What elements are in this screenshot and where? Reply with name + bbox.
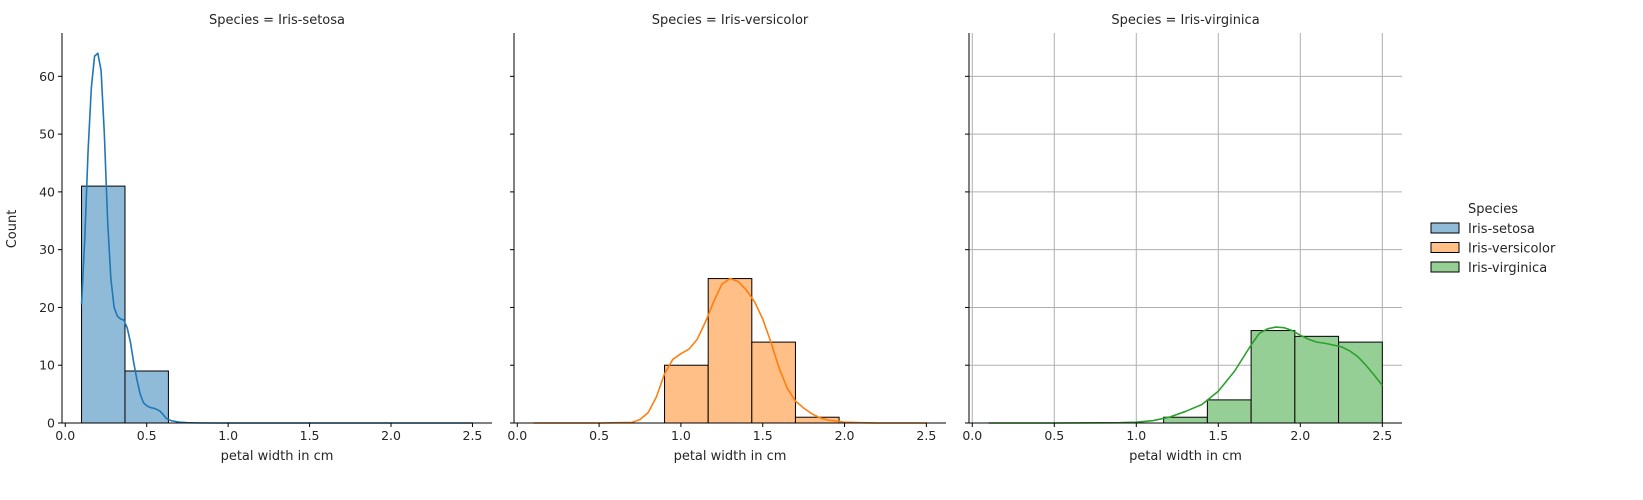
histogram-bar (1206, 399, 1252, 424)
legend-title: Species (1468, 202, 1518, 217)
x-tick-label: 1.0 (218, 428, 238, 443)
legend-entry: Iris-virginica (1468, 261, 1547, 276)
x-axis-label: petal width in cm (1129, 449, 1242, 464)
x-tick-label: 0.0 (507, 428, 527, 443)
x-tick-label: 2.5 (1372, 428, 1392, 443)
x-tick-label: 0.5 (589, 428, 609, 443)
x-tick-label: 2.0 (381, 428, 401, 443)
facet-title: Species = Iris-setosa (209, 13, 345, 28)
y-tick-label: 40 (39, 184, 55, 199)
kde-line (80, 52, 473, 424)
histogram-bar (1338, 341, 1383, 424)
x-tick-label: 0.5 (1044, 428, 1064, 443)
histogram-bar (1163, 416, 1208, 424)
facet-panels: 0.0 0.5 1.0 1.5 2.0 2.5 0 10 20 30 40 50 60 petal wid… (39, 13, 1402, 464)
x-tick-label: 2.5 (463, 428, 483, 443)
y-tick-label: 50 (39, 127, 55, 142)
x-tick-label: 0.0 (962, 428, 982, 443)
x-tick-label: 1.0 (671, 428, 691, 443)
x-tick-label: 1.5 (753, 428, 773, 443)
x-tick-label: 0.0 (55, 428, 75, 443)
legend-swatch (1430, 222, 1460, 234)
legend-swatch (1430, 261, 1460, 273)
histogram-bar (707, 278, 753, 424)
legend-entry: Iris-setosa (1468, 222, 1535, 237)
histogram-bar (664, 364, 709, 424)
kde-line (533, 277, 927, 424)
x-tick-label: 1.5 (300, 428, 320, 443)
facet-title: Species = Iris-versicolor (652, 13, 809, 28)
panel-2: 0.0 0.5 1.0 1.5 2.0 2.5 petal width in cm Speci… (507, 13, 946, 464)
facet-title: Species = Iris-virginica (1111, 13, 1259, 28)
x-tick-label: 0.5 (137, 428, 157, 443)
histogram-bar (81, 185, 126, 424)
y-tick-label: 20 (39, 300, 55, 315)
x-axis-label: petal width in cm (221, 449, 334, 464)
y-axis-label: Count (5, 210, 20, 249)
y-tick-label: 30 (39, 242, 55, 257)
histogram-bar (1250, 330, 1296, 424)
panel-1: 0.0 0.5 1.0 1.5 2.0 2.5 0 10 20 30 40 50 60 petal wid… (39, 13, 492, 464)
histogram-bar (124, 370, 169, 424)
y-tick-label: 0 (47, 416, 55, 431)
x-tick-label: 1.5 (1208, 428, 1228, 443)
x-tick-label: 1.0 (1126, 428, 1146, 443)
panel-3: 0.0 0.5 1.0 1.5 2.0 2.5 petal width in cm Speci… (962, 13, 1402, 464)
legend: Species Iris-setosa Iris-versicolor Iris-v… (1430, 202, 1556, 276)
y-tick-label: 60 (39, 69, 55, 84)
legend-swatch (1430, 242, 1460, 253)
histogram-bar (1294, 335, 1340, 424)
histogram-bar (751, 341, 796, 424)
x-axis-label: petal width in cm (674, 449, 787, 464)
legend-entry: Iris-versicolor (1468, 242, 1556, 257)
x-tick-label: 2.0 (1290, 428, 1310, 443)
x-tick-label: 2.5 (916, 428, 936, 443)
x-tick-label: 2.0 (835, 428, 855, 443)
y-tick-label: 10 (39, 358, 55, 373)
kde-line (988, 326, 1383, 424)
